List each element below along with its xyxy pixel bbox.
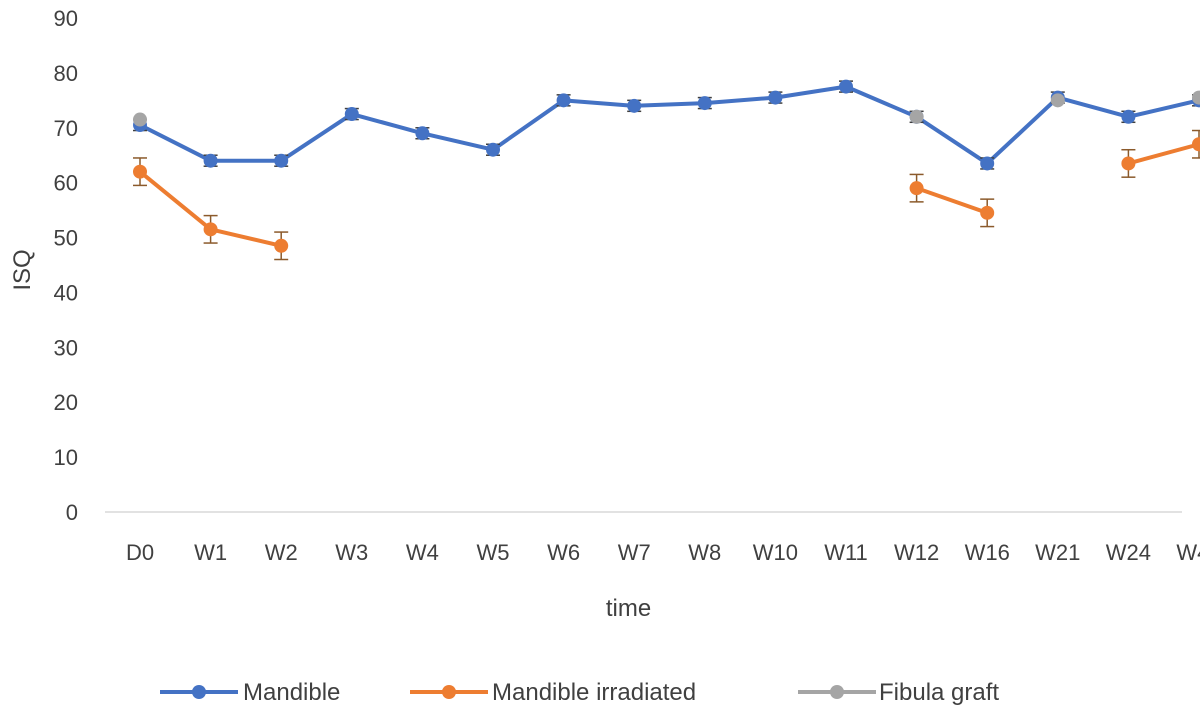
x-tick-label: W2 (265, 540, 298, 565)
x-axis-ticks: D0 W1 W2 W3 W4 W5 W6 W7 W8 W10 W11 W12 W16 W21 W24 W48 (126, 540, 1200, 565)
data-point (909, 109, 924, 124)
x-tick-label: W7 (618, 540, 651, 565)
series-line (138, 84, 1200, 166)
series-layer (133, 79, 1200, 261)
x-tick-label: W1 (194, 540, 227, 565)
data-point (274, 238, 289, 253)
data-point (203, 222, 218, 237)
data-point (1121, 156, 1136, 171)
x-tick-label: W12 (894, 540, 939, 565)
data-point (1192, 137, 1200, 152)
y-tick-label: 60 (54, 171, 78, 196)
data-point (486, 142, 500, 157)
y-tick-label: 70 (54, 116, 78, 141)
y-tick-label: 30 (54, 335, 78, 360)
y-tick-label: 50 (54, 226, 78, 251)
data-point (697, 96, 712, 111)
legend-item: Mandible (160, 679, 340, 706)
y-tick-label: 80 (54, 61, 78, 86)
x-tick-label: W6 (547, 540, 580, 565)
x-tick-label: W11 (824, 540, 868, 565)
data-point (980, 156, 995, 171)
y-tick-label: 0 (66, 500, 78, 525)
series-line (914, 186, 990, 215)
data-point (344, 107, 359, 122)
data-point (627, 98, 642, 113)
data-point (768, 90, 783, 105)
legend-label: Mandible irradiated (492, 679, 696, 706)
y-tick-label: 20 (54, 390, 78, 415)
data-point (909, 181, 924, 196)
x-tick-label: W24 (1106, 540, 1151, 565)
x-tick-label: D0 (126, 540, 154, 565)
x-tick-label: W48 (1176, 540, 1200, 565)
y-tick-label: 10 (54, 445, 78, 470)
data-point (839, 79, 853, 94)
legend-item: Mandible irradiated (410, 679, 696, 706)
series-line (1126, 142, 1200, 166)
data-point (1192, 90, 1200, 105)
data-point (556, 93, 571, 108)
data-point (133, 164, 147, 179)
legend-swatch-marker (192, 685, 206, 699)
legend-label: Mandible (243, 679, 340, 706)
data-point (980, 205, 995, 220)
legend-item: Fibula graft (798, 679, 999, 706)
y-axis-title: ISQ (9, 249, 36, 290)
x-tick-label: W21 (1035, 540, 1080, 565)
data-point (1050, 93, 1065, 108)
x-tick-label: W10 (753, 540, 798, 565)
series-1 (133, 79, 1200, 171)
data-point (133, 112, 147, 127)
x-tick-label: W5 (477, 540, 510, 565)
series-3 (133, 90, 1200, 127)
data-point (1121, 109, 1136, 124)
y-axis-ticks: 0 10 20 30 40 50 60 70 80 90 (54, 6, 78, 525)
data-point (274, 153, 289, 168)
legend: Mandible Mandible irradiated Fibula graft (160, 679, 999, 706)
y-tick-label: 90 (54, 6, 78, 31)
data-point (203, 153, 218, 168)
x-axis-title: time (606, 595, 651, 622)
legend-label: Fibula graft (879, 679, 999, 706)
data-point (415, 126, 430, 141)
x-tick-label: W16 (965, 540, 1010, 565)
x-tick-label: W3 (335, 540, 368, 565)
x-tick-label: W4 (406, 540, 439, 565)
x-tick-label: W8 (688, 540, 721, 565)
y-tick-label: 40 (54, 280, 78, 305)
legend-swatch-marker (830, 685, 844, 699)
legend-swatch-marker (442, 685, 456, 699)
series-2 (133, 129, 1200, 261)
